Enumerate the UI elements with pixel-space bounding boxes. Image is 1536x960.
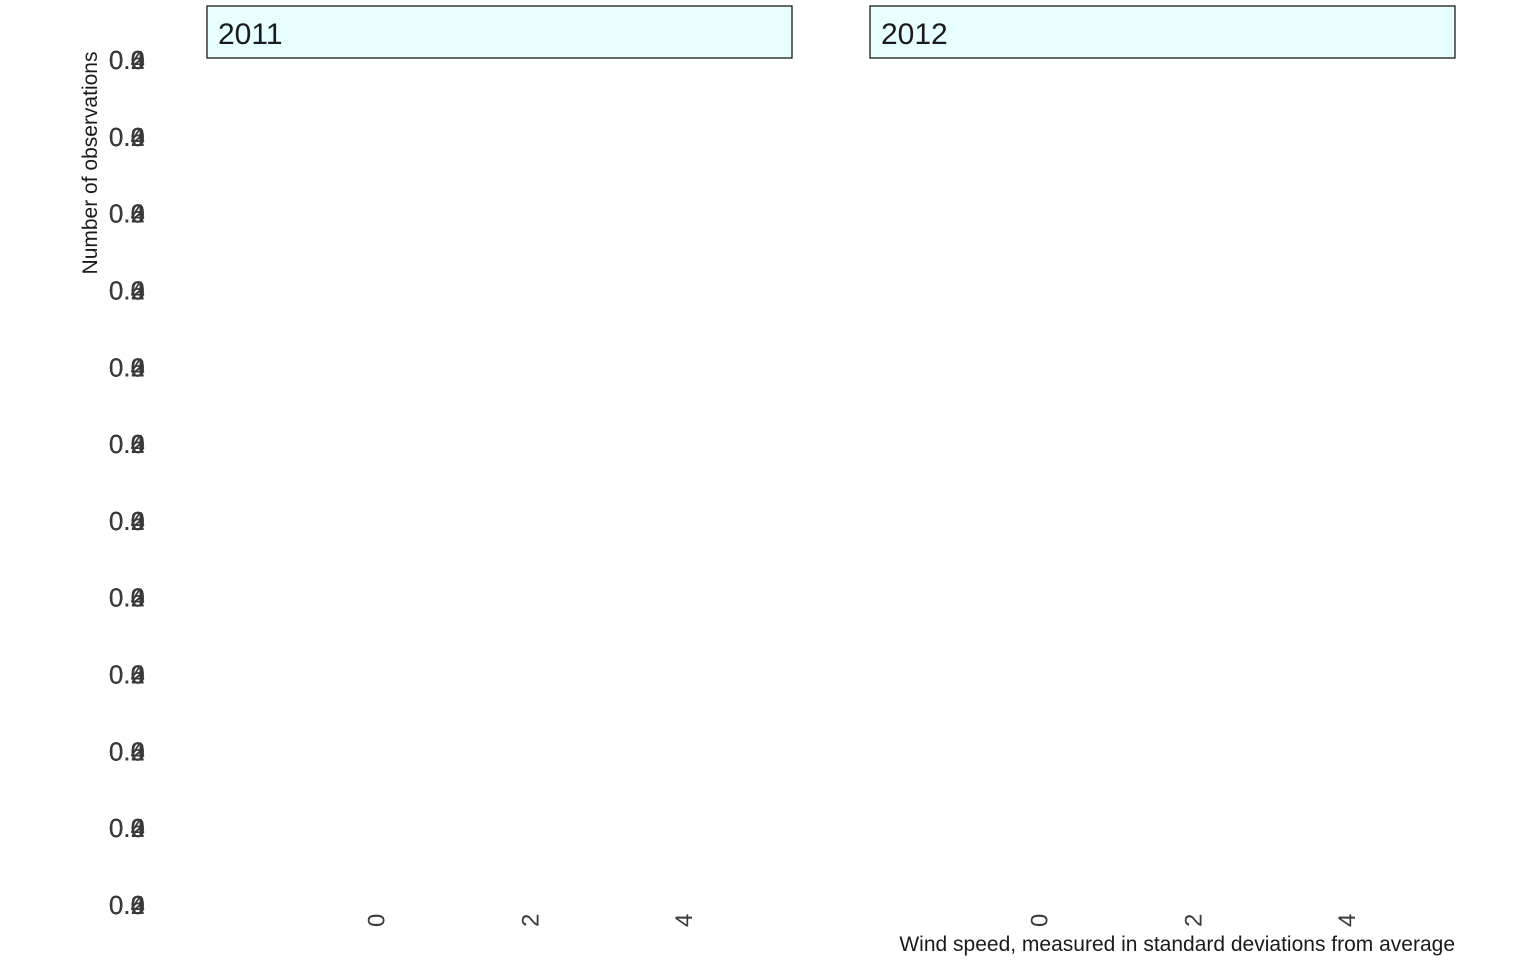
y-tick-label-overprint: 0.4: [109, 199, 145, 229]
facet-strip: [206, 5, 793, 59]
y-tick-label-overprint: 0.4: [109, 736, 145, 766]
y-tick-label-overprint: 0.4: [109, 813, 145, 843]
y-tick-label: 0.0: [109, 45, 145, 75]
y-tick-label-overprint: 0.6: [109, 813, 145, 843]
y-tick-label-overprint: 0.6: [109, 736, 145, 766]
y-tick-label-overprint: 0.2: [109, 429, 145, 459]
x-tick-label: 4: [1334, 914, 1361, 927]
facet-panel-2012: 2012 0 2 4: [869, 5, 1456, 927]
y-tick-label: 0.0: [109, 890, 145, 920]
y-tick-label: 0.0: [109, 122, 145, 152]
y-tick-label-overprint: 0.2: [109, 122, 145, 152]
y-tick-label-overprint: 0.4: [109, 583, 145, 613]
y-tick-label-overprint: 0.2: [109, 660, 145, 690]
y-tick-label-overprint: 0.6: [109, 199, 145, 229]
facet-strip-label: 2011: [218, 18, 283, 51]
y-tick-label: 0.0: [109, 583, 145, 613]
y-axis-title: Number of observations: [79, 52, 102, 275]
y-tick-label: 0.0: [109, 429, 145, 459]
y-tick-label-overprint: 0.2: [109, 352, 145, 382]
y-tick-label-overprint: 0.6: [109, 275, 145, 305]
y-tick-label-overprint: 0.4: [109, 45, 145, 75]
y-tick-label: 0.0: [109, 506, 145, 536]
y-tick-label-overprint: 0.6: [109, 122, 145, 152]
y-tick-label: 0.0: [109, 352, 145, 382]
y-tick-label-overprint: 0.2: [109, 813, 145, 843]
y-tick-label-overprint: 0.2: [109, 199, 145, 229]
y-tick-label-overprint: 0.6: [109, 45, 145, 75]
y-tick-label-overprint: 0.4: [109, 890, 145, 920]
y-tick-label-overprint: 0.6: [109, 890, 145, 920]
y-tick-label-overprint: 0.6: [109, 660, 145, 690]
y-tick-label-overprint: 0.2: [109, 45, 145, 75]
y-tick-label-overprint: 0.2: [109, 275, 145, 305]
y-tick-label-overprint: 0.4: [109, 660, 145, 690]
x-tick-label: 0: [1026, 914, 1053, 927]
x-tick-label: 4: [671, 914, 698, 927]
y-tick-label-overprint: 0.6: [109, 352, 145, 382]
x-tick-label: 2: [1180, 914, 1207, 927]
y-tick-label: 0.0: [109, 275, 145, 305]
x-tick-label: 0: [363, 914, 390, 927]
y-tick-label: 0.0: [109, 736, 145, 766]
y-tick-label-overprint: 0.2: [109, 890, 145, 920]
facet-strip-label: 2012: [881, 18, 948, 51]
y-tick-label-overprint: 0.2: [109, 583, 145, 613]
y-tick-label: 0.0: [109, 660, 145, 690]
y-tick-label-overprint: 0.6: [109, 429, 145, 459]
y-tick-label-overprint: 0.6: [109, 506, 145, 536]
x-axis-title: Wind speed, measured in standard deviati…: [899, 933, 1455, 956]
y-tick-label-overprint: 0.4: [109, 122, 145, 152]
y-axis-ticks: 0.00.20.40.60.00.20.40.60.00.20.40.60.00…: [109, 45, 145, 920]
y-tick-label-overprint: 0.2: [109, 506, 145, 536]
facet-panel-2011: 2011 0 2 4: [206, 5, 793, 927]
facet-strip: [869, 5, 1456, 59]
x-tick-label: 2: [517, 914, 544, 927]
y-tick-label-overprint: 0.4: [109, 506, 145, 536]
y-tick-label-overprint: 0.6: [109, 583, 145, 613]
y-tick-label-overprint: 0.4: [109, 275, 145, 305]
y-tick-label: 0.0: [109, 813, 145, 843]
facet-panels: 2011 0 2 4 2012 0 2 4: [206, 5, 1456, 927]
y-tick-label-overprint: 0.4: [109, 429, 145, 459]
y-tick-label-overprint: 0.4: [109, 352, 145, 382]
y-tick-label: 0.0: [109, 199, 145, 229]
y-tick-label-overprint: 0.2: [109, 736, 145, 766]
